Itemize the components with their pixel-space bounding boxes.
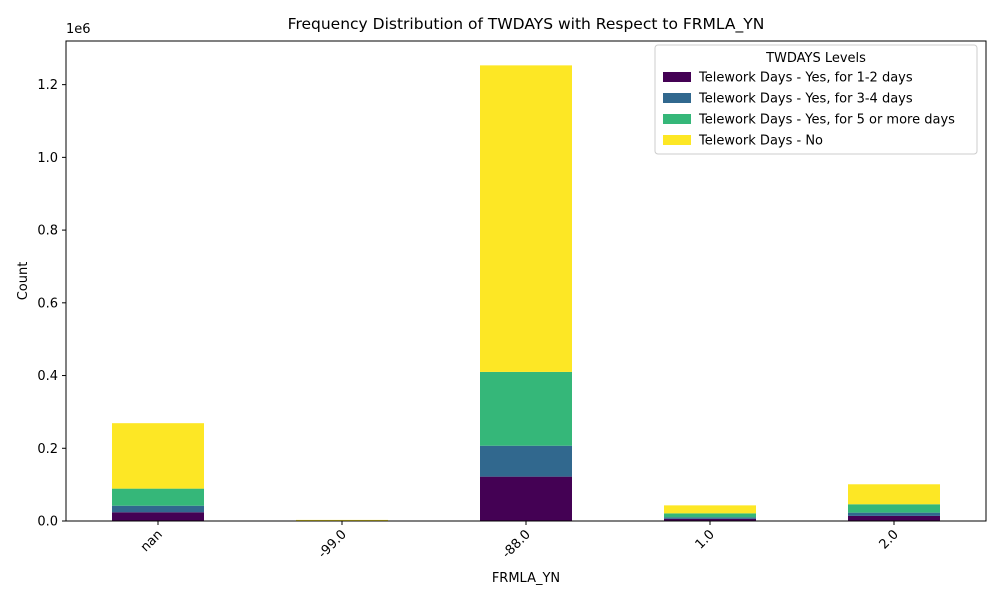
legend-items: Telework Days - Yes, for 1-2 days Telewor… xyxy=(663,71,955,149)
legend-title: TWDAYS Levels xyxy=(765,51,866,66)
legend-label: Telework Days - Yes, for 1-2 days xyxy=(698,71,913,86)
bar-segment-1.0-series-2 xyxy=(664,517,756,519)
x-axis-label: FRMLA_YN xyxy=(492,571,560,586)
y-tick-label: 1.2 xyxy=(37,78,58,93)
bar-segment--88.0-series-2 xyxy=(480,445,572,477)
legend-label: Telework Days - Yes, for 3-4 days xyxy=(698,92,913,107)
bar-segment-nan-series-2 xyxy=(112,505,204,513)
bar-segment-1.0-series-4 xyxy=(664,505,756,514)
x-axis-ticks: nan -99.0 -88.0 1.0 2.0 xyxy=(138,521,902,562)
y-tick-label: 0.2 xyxy=(37,442,58,457)
bar-segment-1.0-series-1 xyxy=(664,518,756,521)
legend-label: Telework Days - No xyxy=(698,134,823,149)
bar-segment--99.0-series-4 xyxy=(296,519,388,521)
bar-segment--88.0-series-1 xyxy=(480,476,572,521)
legend-swatch xyxy=(663,93,691,103)
y-tick-label: 0.8 xyxy=(37,224,58,239)
bar-segment-nan-series-1 xyxy=(112,512,204,521)
bar-segment-1.0-series-3 xyxy=(664,513,756,518)
legend-box xyxy=(654,44,978,155)
x-tick-label: -99.0 xyxy=(315,527,349,561)
y-tick-label: 0.6 xyxy=(37,296,58,311)
bar-segment-2.0-series-3 xyxy=(848,504,940,513)
y-tick-label: 1.0 xyxy=(37,151,58,166)
y-axis-offset-label: 1e6 xyxy=(66,22,91,37)
x-tick-label: -88.0 xyxy=(499,527,533,561)
x-tick-label: 1.0 xyxy=(693,527,718,552)
y-tick-label: 0.0 xyxy=(37,515,58,530)
legend-label: Telework Days - Yes, for 5 or more days xyxy=(698,113,955,128)
y-tick-label: 0.4 xyxy=(37,369,58,384)
chart-title: Frequency Distribution of TWDAYS with Re… xyxy=(288,15,765,34)
y-axis-label: Count xyxy=(16,262,31,301)
bar-segment--88.0-series-3 xyxy=(480,371,572,446)
bars-group xyxy=(112,65,940,521)
bar-segment-nan-series-4 xyxy=(112,423,204,489)
x-tick-label: 2.0 xyxy=(877,527,902,552)
legend: TWDAYS Levels Telework Days - Yes, for 1… xyxy=(654,44,978,155)
bar-segment--88.0-series-4 xyxy=(480,65,572,372)
legend-swatch xyxy=(663,72,691,82)
bar-segment-2.0-series-4 xyxy=(848,484,940,505)
y-axis-ticks: 0.0 0.2 0.4 0.6 0.8 1.0 1.2 xyxy=(37,78,66,530)
bar-segment-2.0-series-2 xyxy=(848,512,940,516)
legend-swatch xyxy=(663,135,691,145)
legend-swatch xyxy=(663,114,691,124)
bar-segment-nan-series-3 xyxy=(112,488,204,506)
x-tick-label: nan xyxy=(138,527,166,555)
bar-segment-2.0-series-1 xyxy=(848,515,940,521)
